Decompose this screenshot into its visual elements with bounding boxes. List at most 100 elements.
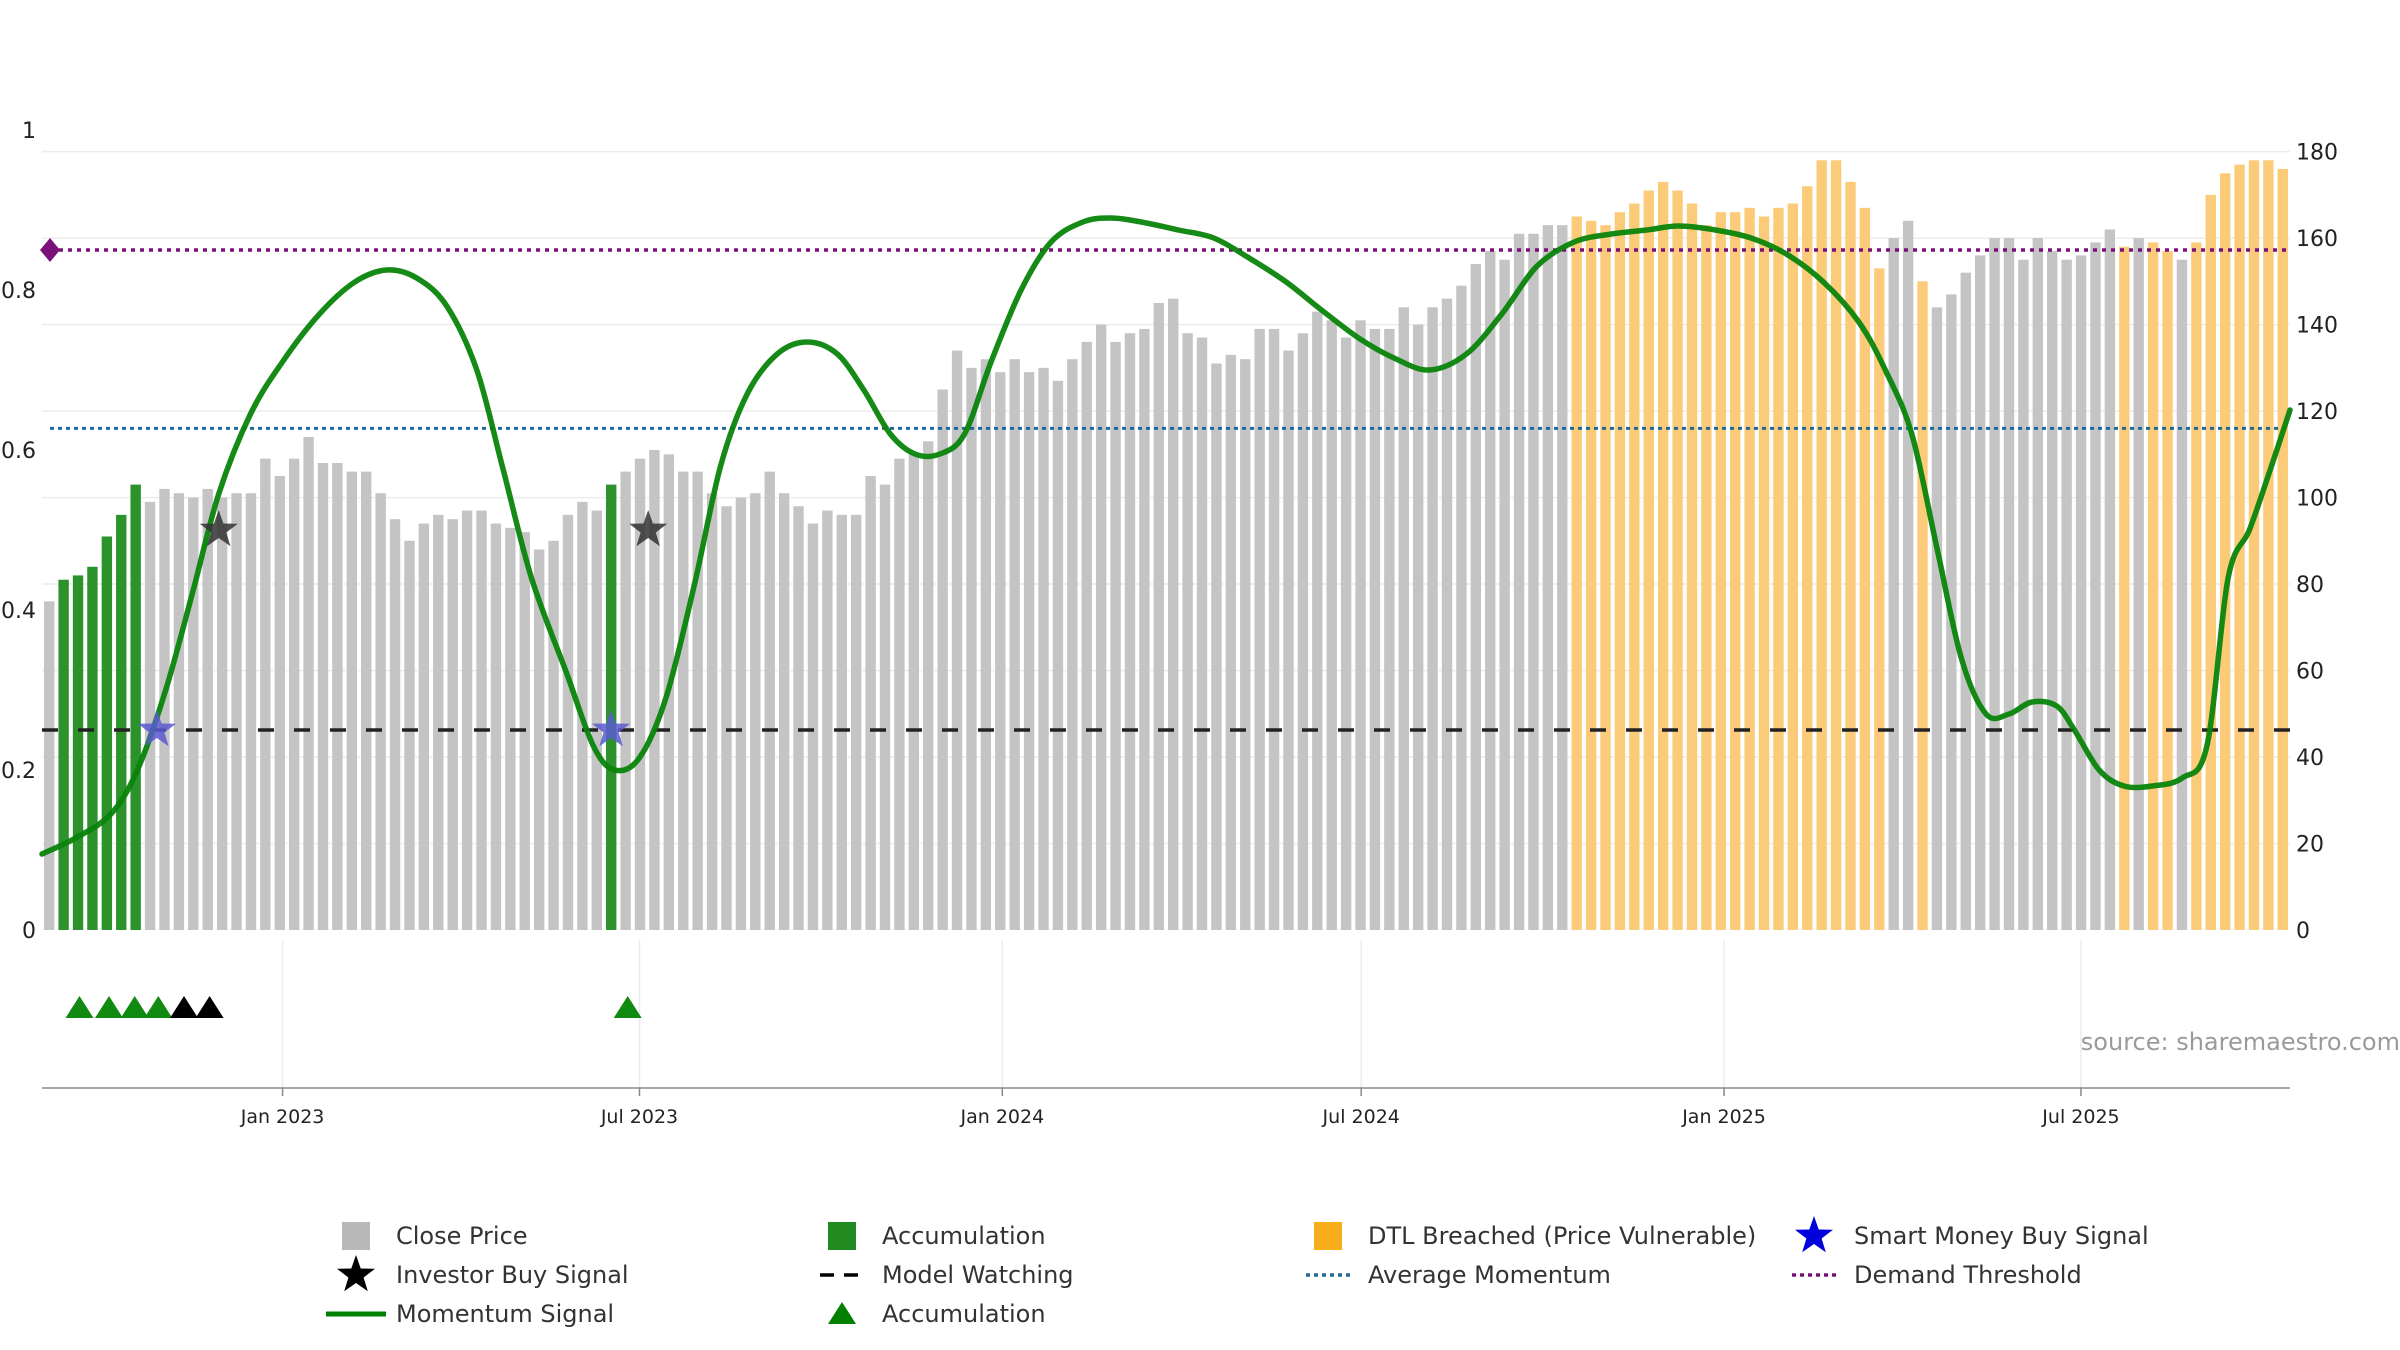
close-price-bar-gray — [721, 506, 732, 930]
close-price-bar-gray — [1182, 333, 1193, 930]
close-price-bar-gray — [951, 350, 963, 930]
left-tick-label: 0.4 — [1, 599, 36, 624]
close-price-bar-gray — [1989, 238, 2000, 931]
close-price-bar-gray — [865, 475, 876, 930]
close-price-bar-gray — [245, 493, 257, 930]
close-price-bar-gray — [44, 601, 55, 930]
legend-swatch-square — [342, 1222, 370, 1250]
close-price-bar-gray — [1240, 359, 1251, 930]
legend-label: Model Watching — [882, 1261, 1074, 1289]
close-price-bar-gray — [2133, 238, 2144, 931]
close-price-bar-gray — [346, 471, 358, 930]
legend-label: Smart Money Buy Signal — [1854, 1222, 2149, 1250]
legend-swatch-square — [828, 1222, 856, 1250]
close-price-bar-green — [87, 566, 98, 930]
right-tick-label: 160 — [2296, 227, 2338, 252]
close-price-bar-green — [72, 575, 84, 930]
legend-item: Momentum Signal — [326, 1300, 614, 1328]
close-price-bar-gray — [995, 372, 1006, 930]
legend-item: Investor Buy Signal — [337, 1255, 629, 1292]
close-price-bar-gray — [1960, 272, 1971, 930]
close-price-bar-gray — [389, 519, 401, 930]
close-price-bar-green — [101, 536, 113, 930]
close-price-bar-gray — [678, 471, 689, 930]
close-price-bar-gray — [807, 523, 819, 930]
momentum-signal-layer — [39, 215, 2293, 857]
legend-label: Investor Buy Signal — [396, 1261, 629, 1289]
close-price-bar-gray — [490, 523, 502, 930]
close-price-bar-gray — [404, 540, 415, 930]
source-label: source: sharemaestro.com — [2081, 1028, 2400, 1056]
close-price-bar-gray — [1023, 372, 1035, 930]
close-price-bar-gray — [2047, 251, 2058, 930]
momentum-signal-line — [39, 215, 2293, 857]
close-price-bar-gray — [2075, 255, 2087, 930]
accumulation-triangle-green — [120, 996, 149, 1018]
legend-label: Accumulation — [882, 1222, 1046, 1250]
close-price-bars — [44, 160, 2288, 931]
demand-threshold-marker — [40, 238, 60, 262]
close-price-bar-green — [606, 484, 617, 930]
x-tick-label: Jan 2023 — [240, 1106, 325, 1128]
close-price-bar-gray — [1888, 238, 1899, 931]
close-price-bar-gray — [1225, 354, 1237, 930]
close-price-bar-gray — [1528, 233, 1539, 930]
close-price-bar-gray — [1052, 380, 1064, 930]
x-tick-label: Jan 2025 — [1681, 1106, 1766, 1128]
grid-layer — [42, 150, 2290, 1088]
axes-layer: Jan 2023 Jul 2023 Jan 2024 Jul 2024 Jan 2025… — [1, 119, 2338, 1128]
legend-label: Momentum Signal — [396, 1300, 614, 1328]
close-price-bar-gray — [2061, 259, 2072, 931]
close-price-bar-gray — [1513, 233, 1525, 930]
right-tick-label: 120 — [2296, 400, 2338, 425]
close-price-bar-gray — [850, 514, 862, 930]
close-price-bar-gray — [332, 462, 343, 930]
close-price-bar-gray — [764, 471, 775, 930]
close-price-bar-gray — [231, 493, 242, 930]
legend-item: Demand Threshold — [1792, 1261, 2082, 1289]
close-price-bar-gray — [591, 510, 602, 930]
close-price-bar-gray — [173, 493, 185, 930]
accumulation-triangle-green — [613, 996, 642, 1018]
close-price-bar-gray — [1340, 337, 1352, 930]
close-price-bar-gray — [1312, 311, 1323, 930]
close-price-bar-gray — [2090, 242, 2101, 930]
right-tick-label: 20 — [2296, 833, 2324, 858]
close-price-bar-gray — [1499, 259, 1510, 931]
close-price-bar-orange — [1686, 203, 1698, 930]
left-tick-label: 0 — [22, 919, 36, 944]
accumulation-triangle-black — [195, 996, 224, 1018]
legend-swatch-star — [1795, 1216, 1833, 1253]
close-price-bar-green — [130, 484, 141, 930]
close-price-bar-gray — [1355, 320, 1366, 930]
right-tick-label: 180 — [2296, 141, 2338, 166]
left-tick-label: 0.6 — [1, 439, 36, 464]
close-price-bar-gray — [375, 493, 386, 930]
chart-legend: Close Price Accumulation DTL Breached (Pri… — [326, 1216, 2149, 1328]
close-price-bar-gray — [750, 493, 761, 930]
legend-item: Accumulation — [828, 1222, 1046, 1250]
close-price-bar-orange — [2277, 168, 2288, 931]
accumulation-triangle-green — [144, 996, 173, 1018]
close-price-bar-gray — [980, 359, 992, 930]
legend-label: DTL Breached (Price Vulnerable) — [1368, 1222, 1756, 1250]
close-price-bar-gray — [1326, 320, 1337, 930]
close-price-bar-orange — [1859, 207, 1871, 931]
close-price-bar-orange — [1672, 190, 1683, 931]
close-price-bar-orange — [1773, 207, 1784, 931]
close-price-bar-gray — [476, 510, 487, 930]
close-price-bar-gray — [1254, 328, 1265, 930]
close-price-bar-gray — [1931, 307, 1943, 930]
legend-item: Model Watching — [820, 1261, 1074, 1289]
close-price-bar-gray — [202, 488, 213, 930]
close-price-bar-gray — [159, 488, 170, 930]
close-price-bar-orange — [1600, 225, 1611, 930]
close-price-bar-gray — [1124, 333, 1136, 930]
close-price-bar-gray — [1297, 333, 1309, 930]
close-price-bar-gray — [361, 471, 372, 930]
investor-buy-star — [629, 510, 668, 547]
legend-label: Close Price — [396, 1222, 528, 1250]
close-price-bar-gray — [533, 549, 545, 930]
close-price-bar-gray — [1542, 225, 1554, 930]
close-price-bar-orange — [1643, 190, 1654, 931]
